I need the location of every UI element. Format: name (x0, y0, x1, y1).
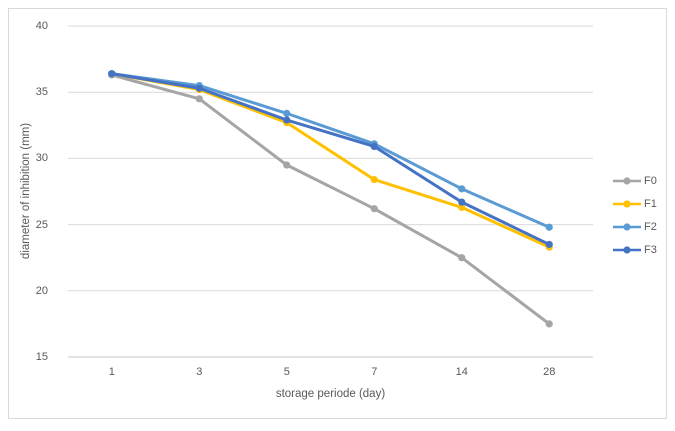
x-tick-label-28: 28 (543, 366, 556, 378)
y-axis-title: diameter of inhibition (mm) (20, 122, 32, 260)
marker-f3-14 (458, 198, 466, 206)
y-tick-label-35: 35 (35, 86, 48, 99)
legend-marker-f2-icon (613, 222, 641, 231)
marker-f0-14 (458, 254, 466, 262)
series-line-f0 (110, 73, 551, 326)
legend-item-f2: F2 (612, 219, 657, 234)
marker-f3-1 (108, 70, 116, 78)
y-tick-label-15: 15 (35, 351, 48, 363)
chart-frame: diameter of inhibition (mm) storage peri… (8, 8, 667, 419)
legend-item-f1: F1 (612, 196, 657, 211)
legend-label-f3: F3 (644, 243, 657, 256)
x-tick-label-3: 3 (196, 366, 203, 378)
legend-label-f2: F2 (644, 220, 657, 233)
marker-f2-14 (458, 185, 466, 193)
marker-f0-5 (283, 161, 291, 169)
x-tick-label-7: 7 (371, 366, 378, 378)
x-tick-label-5: 5 (283, 366, 290, 378)
x-axis-title: storage periode (day) (275, 388, 386, 400)
legend-marker-f3-icon (613, 245, 641, 254)
marker-f2-5 (283, 109, 291, 117)
marker-f0-28 (545, 320, 553, 328)
x-tick-label-1: 1 (108, 366, 115, 378)
series-line-f1 (110, 72, 551, 249)
legend-marker-f0-icon (613, 176, 641, 185)
marker-f0-7 (370, 205, 378, 213)
marker-f0-3 (195, 95, 203, 103)
legend: F0 F1 F2 F3 (612, 173, 657, 265)
legend-label-f1: F1 (644, 197, 657, 210)
legend-label-f0: F0 (644, 174, 657, 187)
marker-f3-28 (545, 240, 553, 249)
marker-f3-7 (370, 142, 378, 151)
series-line-f3 (110, 72, 551, 246)
legend-item-f3: F3 (612, 242, 657, 257)
plot-area (68, 25, 593, 358)
legend-item-f0: F0 (612, 173, 657, 188)
legend-marker-f1-icon (613, 199, 641, 208)
y-tick-label-20: 20 (35, 284, 48, 297)
y-tick-label-30: 30 (35, 152, 48, 165)
y-tick-label-40: 40 (35, 20, 48, 32)
y-tick-label-25: 25 (35, 218, 48, 231)
series-line-f2 (110, 72, 551, 229)
marker-f1-14 (458, 203, 466, 211)
marker-f2-28 (545, 223, 553, 231)
marker-f1-7 (370, 175, 378, 184)
marker-f3-3 (195, 84, 203, 92)
x-tick-label-14: 14 (455, 366, 468, 378)
marker-f3-5 (283, 116, 291, 124)
